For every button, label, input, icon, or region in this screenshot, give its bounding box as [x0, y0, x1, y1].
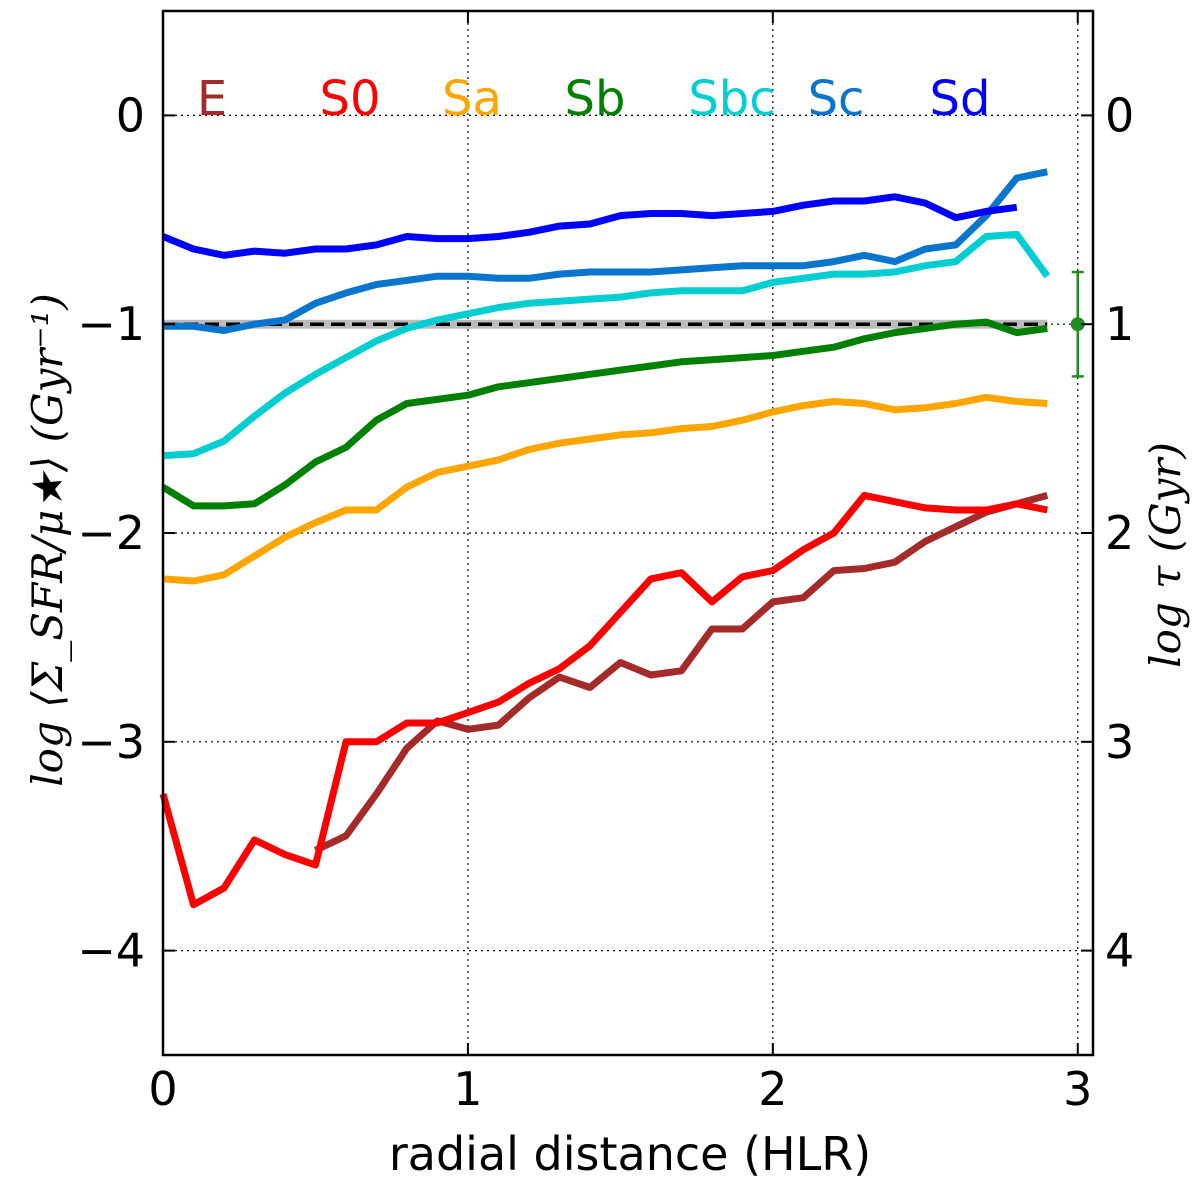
error-bar-point — [1070, 317, 1085, 332]
legend-label-sc: Sc — [808, 71, 865, 127]
series-line-sb — [161, 318, 1048, 510]
series-layer — [159, 168, 1051, 909]
legend-label-s0: S0 — [319, 71, 380, 127]
y-axis-right-label: log τ (Gyr) — [1141, 442, 1190, 668]
legend-label-sb: Sb — [565, 71, 626, 127]
x-tick-label: 0 — [148, 1062, 177, 1116]
y-tick-label-right: 3 — [1105, 715, 1134, 769]
legend-label-e: E — [197, 71, 227, 127]
legend-label-sd: Sd — [930, 71, 991, 127]
x-tick-label: 1 — [453, 1062, 482, 1116]
series-line-e — [313, 492, 1049, 854]
y-tick-label: 0 — [116, 88, 145, 142]
series-line-sc — [163, 168, 1048, 334]
series-line-s0 — [159, 491, 1048, 909]
x-axis-label: radial distance (HLR) — [389, 1127, 871, 1181]
y-tick-label: −3 — [77, 715, 145, 769]
legend-label-sbc: Sbc — [688, 71, 775, 127]
legend-label-sa: Sa — [442, 71, 502, 127]
legend: E S0 Sa Sb Sbc Sc Sd — [197, 71, 991, 127]
y-tick-label: −1 — [77, 297, 145, 351]
series-line-sd — [161, 193, 1018, 259]
grid-layer — [162, 11, 1093, 1055]
series-line-sa — [162, 393, 1048, 585]
y-tick-label: −4 — [77, 924, 145, 978]
error-bar-layer — [1070, 270, 1085, 378]
tick-layer: 0 1 2 3 0 0 −1 1 −2 2 −3 3 −4 4 — [77, 11, 1134, 1116]
y-tick-label-right: 1 — [1105, 297, 1134, 351]
y-tick-label-right: 4 — [1105, 924, 1134, 978]
series-line-sbc — [162, 230, 1051, 460]
x-tick-label: 3 — [1063, 1062, 1092, 1116]
x-tick-label: 2 — [758, 1062, 787, 1116]
y-tick-label-right: 2 — [1105, 506, 1134, 560]
y-axis-label: log ⟨Σ_SFR/μ★⟩ (Gyr⁻¹) — [23, 293, 72, 787]
y-tick-label: −2 — [77, 506, 145, 560]
y-tick-label-right: 0 — [1105, 88, 1134, 142]
